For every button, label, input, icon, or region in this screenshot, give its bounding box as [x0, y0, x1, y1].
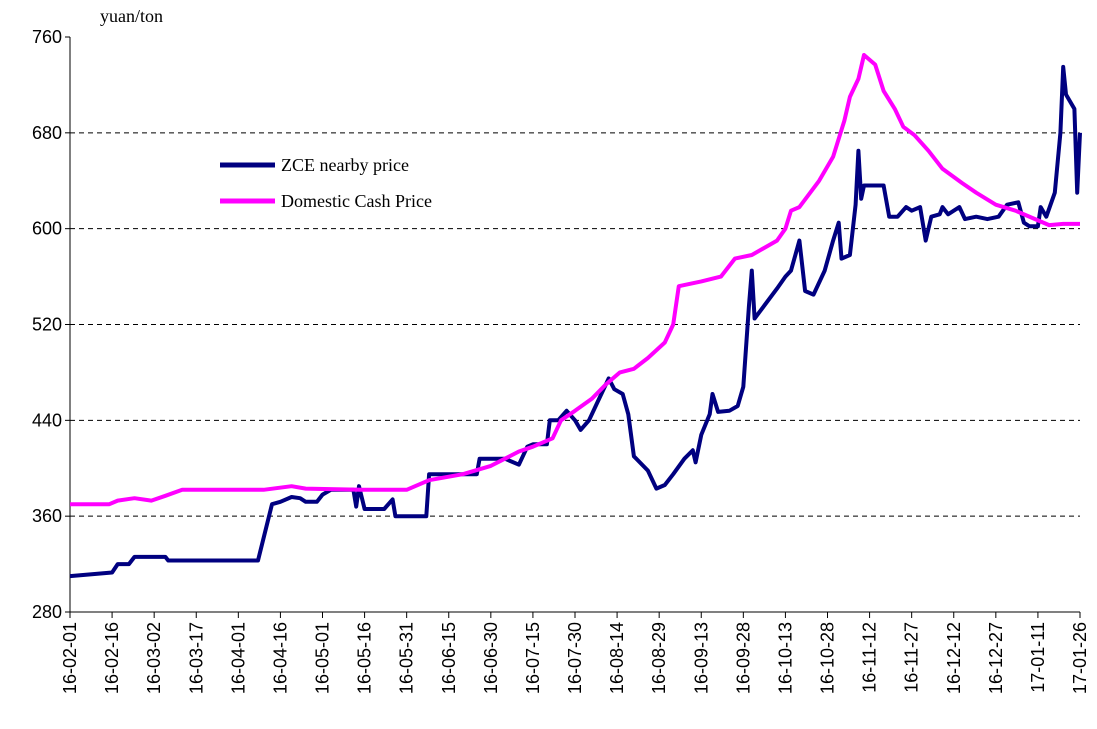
x-tick-label: 16-12-27: [986, 622, 1006, 694]
x-tick-label: 16-06-15: [439, 622, 459, 694]
x-tick-label: 16-09-28: [733, 622, 753, 694]
x-tick-label: 16-05-01: [313, 622, 333, 694]
y-tick-label: 520: [32, 315, 62, 335]
x-tick-label: 16-10-28: [818, 622, 838, 694]
x-tick-label: 16-10-13: [775, 622, 795, 694]
x-tick-label: 16-03-02: [144, 622, 164, 694]
y-tick-label: 760: [32, 27, 62, 47]
y-tick-label: 600: [32, 219, 62, 239]
x-tick-label: 16-02-16: [102, 622, 122, 694]
x-tick-label: 16-08-29: [649, 622, 669, 694]
series-line: [70, 53, 1080, 507]
x-tick-label: 16-03-17: [186, 622, 206, 694]
x-tick-label: 16-07-30: [565, 622, 585, 694]
y-tick-label: 680: [32, 123, 62, 143]
y-tick-label: 440: [32, 410, 62, 430]
x-tick-label: 16-11-27: [902, 622, 922, 693]
y-axis-unit: yuan/ton: [100, 6, 163, 26]
x-tick-label: 16-08-14: [607, 622, 627, 694]
x-tick-label: 16-04-01: [228, 622, 248, 694]
x-tick-label: 17-01-11: [1028, 622, 1048, 693]
y-tick-label: 360: [32, 506, 62, 526]
legend-label: Domestic Cash Price: [281, 191, 432, 211]
x-tick-label: 17-01-26: [1070, 622, 1090, 694]
x-tick-label: 16-12-12: [944, 622, 964, 694]
x-tick-label: 16-07-15: [523, 622, 543, 694]
y-tick-label: 280: [32, 602, 62, 622]
x-tick-label: 16-06-30: [481, 622, 501, 694]
series-line: [69, 64, 1082, 579]
x-tick-label: 16-11-12: [860, 622, 880, 693]
x-tick-label: 16-05-31: [397, 622, 417, 694]
x-tick-label: 16-05-16: [355, 622, 375, 694]
x-tick-label: 16-09-13: [691, 622, 711, 694]
x-tick-label: 16-02-01: [60, 622, 80, 694]
legend-label: ZCE nearby price: [281, 155, 409, 175]
x-tick-label: 16-04-16: [270, 622, 290, 694]
